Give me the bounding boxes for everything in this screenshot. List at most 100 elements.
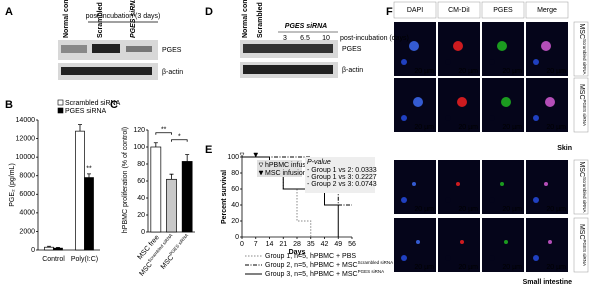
- y-tick-label: 0: [141, 229, 145, 236]
- scale-bar: 20 µm: [502, 124, 522, 131]
- row-label-box: [573, 217, 589, 273]
- cell: [541, 41, 551, 51]
- y-tick-label: 2000: [19, 228, 35, 235]
- x-tick-label: 56: [348, 241, 356, 248]
- scale-bar: 20 µm: [414, 68, 434, 75]
- lane-label: Normal control: [242, 0, 249, 38]
- column-header-box: [481, 1, 525, 19]
- pvalue-title: P-value: [307, 159, 331, 166]
- x-tick-label: 35: [307, 241, 315, 248]
- scale-bar: 20 µm: [502, 264, 522, 271]
- row-label-base: MSC: [578, 161, 585, 177]
- legend-label-base: Group 3, n=5, hPBMC + MSC: [265, 271, 358, 278]
- row-label-base: MSC: [578, 23, 585, 39]
- scale-bar: 20 µm: [414, 206, 434, 213]
- micrograph-grid: [394, 22, 568, 272]
- legend-label-sup: Scrambled siRNA: [358, 260, 394, 265]
- row-label: MSCScrambled siRNA: [578, 23, 587, 74]
- scale-bar: 20 µm: [546, 264, 566, 271]
- y-tick-label: 8000: [19, 173, 35, 180]
- error-bar: [153, 142, 158, 147]
- row-label-base: MSC: [578, 84, 585, 100]
- cell: [445, 59, 451, 65]
- y-tick-label: 20: [231, 218, 239, 225]
- cell: [489, 255, 495, 261]
- row-label-sup: PGES siRNA: [582, 240, 587, 267]
- legend-label: Scrambled siRNA: [65, 100, 121, 107]
- micrograph: [438, 160, 480, 214]
- cell: [533, 115, 539, 121]
- legend-label: MSC infusion: [265, 170, 307, 177]
- bracket: [155, 132, 172, 135]
- scale-bar: 20 µm: [458, 264, 478, 271]
- cell: [533, 59, 539, 65]
- legend-swatch: [57, 107, 64, 114]
- band-label: β-actin: [342, 67, 363, 74]
- pvalue: - Group 1 vs 2: 0.0333: [307, 167, 377, 174]
- panel-label: F: [386, 6, 393, 18]
- cell: [453, 41, 463, 51]
- y-axis-label: Percent survival: [221, 170, 228, 224]
- error-bar: [47, 245, 51, 248]
- tissue-label: Skin: [557, 145, 572, 152]
- micrograph: [482, 218, 524, 272]
- micrograph: [526, 218, 568, 272]
- y-tick-label: 120: [133, 127, 145, 134]
- cell: [456, 182, 460, 186]
- pvalue: - Group 2 vs 3: 0.0743: [307, 181, 377, 188]
- row-label-sup: PGES siRNA: [582, 100, 587, 127]
- y-tick-label: 40: [231, 202, 239, 209]
- cell: [501, 97, 511, 107]
- scale-bar: 20 µm: [414, 124, 434, 131]
- pvalue-box: [305, 157, 375, 193]
- y-tick-label: 20: [137, 212, 145, 219]
- bar: [75, 130, 85, 251]
- error-bar: [87, 173, 91, 178]
- cell: [445, 255, 451, 261]
- x-tick-label: 49: [334, 241, 342, 248]
- scale-bar: 20 µm: [458, 124, 478, 131]
- legend-label: Group 1, n=5, hPBMC + PBS: [265, 253, 356, 260]
- error-bar: [78, 124, 82, 132]
- x-tick-label: 42: [321, 241, 329, 248]
- cell: [544, 182, 548, 186]
- y-tick-label: 14000: [16, 117, 36, 124]
- x-tick-label: Poly(I:C): [71, 256, 98, 263]
- cell: [401, 255, 407, 261]
- bar: [150, 146, 162, 233]
- cell: [445, 197, 451, 203]
- legend-label-base: Group 2, n=5, hPBMC + MSC: [265, 262, 358, 269]
- micrograph: [482, 160, 524, 214]
- row-label-box: [573, 21, 589, 77]
- scale-bar: 20 µm: [546, 206, 566, 213]
- y-tick-label: 12000: [16, 135, 36, 142]
- bar: [84, 177, 94, 251]
- day-label: 6.5: [300, 35, 310, 42]
- cell: [533, 255, 539, 261]
- pvalue: - Group 1 vs 3: 0.2227: [307, 174, 377, 181]
- x-tick-label: MSCPGES siRNA: [158, 233, 192, 271]
- x-tick-label: 14: [266, 241, 274, 248]
- day-label: 10: [322, 35, 330, 42]
- y-tick-label: 60: [231, 186, 239, 193]
- x-tick-label: 21: [279, 241, 287, 248]
- column-header: PGES: [493, 7, 513, 14]
- cell: [548, 240, 552, 244]
- legend-swatch: [57, 99, 64, 106]
- panel-label: E: [205, 144, 212, 156]
- infusion-marker: [239, 152, 245, 158]
- panel-label: B: [5, 99, 13, 111]
- legend-marker: [258, 162, 264, 168]
- blot-a-image: [58, 21, 158, 80]
- panel-label: D: [205, 6, 213, 18]
- lane-label: Normal control: [63, 0, 70, 38]
- cell: [445, 115, 451, 121]
- x-tick-label-base: MSC: [160, 254, 175, 270]
- band-label: PGES: [342, 46, 362, 53]
- cell: [545, 97, 555, 107]
- scale-bar: 20 µm: [502, 206, 522, 213]
- column-header: DAPI: [407, 7, 423, 14]
- bar: [53, 247, 63, 251]
- blot-header: post-incubation (3 days): [86, 13, 161, 20]
- cell: [504, 240, 508, 244]
